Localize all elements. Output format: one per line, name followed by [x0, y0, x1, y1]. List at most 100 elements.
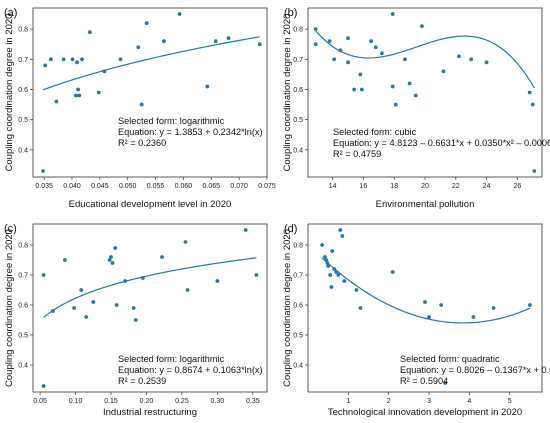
panel-label: (d) — [284, 223, 297, 235]
x-axis-label: Educational development level in 2020 — [69, 199, 232, 210]
data-point — [354, 288, 359, 292]
x-tick-label: 14 — [329, 183, 337, 190]
data-point — [530, 102, 535, 107]
data-point — [72, 306, 77, 310]
x-tick-label: 24 — [483, 183, 491, 190]
data-point — [139, 102, 144, 107]
data-point — [327, 39, 332, 44]
data-point — [413, 93, 418, 98]
fit-annotation-line: Selected form: logarithmic — [118, 354, 225, 364]
data-point — [443, 381, 448, 385]
data-point — [329, 285, 334, 289]
plot-frame — [32, 7, 268, 178]
data-point — [491, 306, 496, 310]
data-point — [254, 273, 259, 277]
data-point — [390, 84, 395, 89]
x-tick-label: 0.040 — [63, 183, 81, 190]
data-point — [144, 21, 149, 25]
data-point — [340, 234, 345, 238]
x-tick-label: 26 — [513, 183, 521, 190]
data-point — [226, 36, 231, 41]
data-point — [427, 315, 431, 319]
data-point — [332, 267, 337, 271]
data-point — [63, 258, 67, 262]
data-point — [471, 315, 476, 319]
data-point — [328, 273, 333, 277]
y-tick-label: 0.7 — [18, 273, 28, 280]
fit-annotation-line: R² = 0.4759 — [333, 149, 381, 159]
data-point — [133, 318, 138, 322]
data-point — [79, 288, 84, 292]
y-tick-label: 0.8 — [18, 243, 28, 250]
x-tick-label: 5 — [508, 398, 512, 405]
data-point — [527, 90, 532, 95]
data-point — [80, 57, 84, 62]
data-point — [141, 276, 145, 280]
x-tick-label: 0.050 — [119, 183, 137, 190]
data-point — [369, 39, 374, 44]
y-axis-label: Coupling coordination degree in 2020 — [4, 14, 15, 172]
x-axis-label: Environmental pollution — [376, 199, 475, 210]
y-tick-label: 0.4 — [18, 363, 28, 370]
fit-annotation-line: Equation: y = 4.8123 – 0.6631*x + 0.0350… — [333, 138, 550, 148]
data-point — [456, 54, 461, 59]
data-point — [213, 39, 218, 44]
data-point — [205, 84, 210, 89]
data-point — [87, 30, 92, 35]
y-tick-label: 0.4 — [18, 147, 28, 154]
data-point — [102, 69, 107, 74]
fit-annotation-line: Equation: y = 0.8026 – 0.1367*x + 0.0178… — [400, 365, 550, 375]
data-point — [96, 90, 101, 95]
data-point — [420, 24, 424, 29]
data-point — [325, 261, 330, 265]
x-axis-label: Technological innovation development in … — [328, 407, 522, 418]
fit-annotation-line: Selected form: cubic — [333, 127, 417, 137]
data-point — [332, 57, 337, 62]
data-point — [324, 258, 329, 262]
fit-curve — [42, 36, 260, 91]
x-tick-label: 0.035 — [35, 183, 53, 190]
data-point — [320, 243, 325, 247]
x-tick-label: 2 — [387, 398, 391, 405]
x-tick-label: 0.05 — [33, 398, 47, 405]
x-tick-label: 0.055 — [147, 183, 165, 190]
y-tick-label: 0.5 — [293, 333, 303, 340]
fit-annotation-line: Equation: y = 0.8674 + 0.1063*ln(x) — [118, 365, 263, 375]
x-tick-label: 0.045 — [91, 183, 109, 190]
y-tick-label: 0.6 — [293, 303, 303, 310]
data-point — [113, 246, 118, 250]
data-point — [75, 60, 79, 65]
x-tick-label: 0.070 — [230, 183, 248, 190]
data-point — [330, 249, 335, 253]
y-axis-label: Coupling coordination degree in 2020 — [4, 229, 15, 387]
y-tick-label: 0.7 — [18, 57, 28, 64]
fit-annotation-line: Equation: y = 1.3853 + 0.2342*ln(x) — [118, 127, 263, 137]
data-point — [390, 12, 395, 16]
y-axis-label: Coupling coordination degree in 2020 — [282, 229, 293, 387]
y-tick-label: 0.5 — [18, 333, 28, 340]
x-tick-label: 0.060 — [175, 183, 193, 190]
data-point — [359, 87, 364, 92]
data-point — [107, 258, 112, 262]
y-tick-label: 0.8 — [18, 27, 28, 34]
data-point — [390, 270, 395, 274]
data-point — [50, 309, 55, 313]
data-point — [338, 48, 343, 53]
data-point — [342, 279, 347, 283]
data-point — [379, 51, 384, 56]
y-tick-label: 0.4 — [293, 363, 303, 370]
fit-annotation-line: R² = 0.2539 — [118, 376, 166, 386]
plot-frame — [307, 223, 543, 393]
data-point — [403, 57, 407, 62]
data-point — [91, 300, 96, 304]
data-point — [243, 228, 248, 232]
data-point — [336, 273, 341, 277]
data-point — [313, 42, 318, 47]
data-point — [48, 57, 53, 62]
data-point — [439, 303, 444, 307]
x-tick-label: 0.075 — [258, 183, 276, 190]
data-point — [352, 87, 357, 92]
data-point — [162, 39, 166, 44]
data-point — [160, 255, 164, 259]
y-tick-label: 0.6 — [18, 303, 28, 310]
